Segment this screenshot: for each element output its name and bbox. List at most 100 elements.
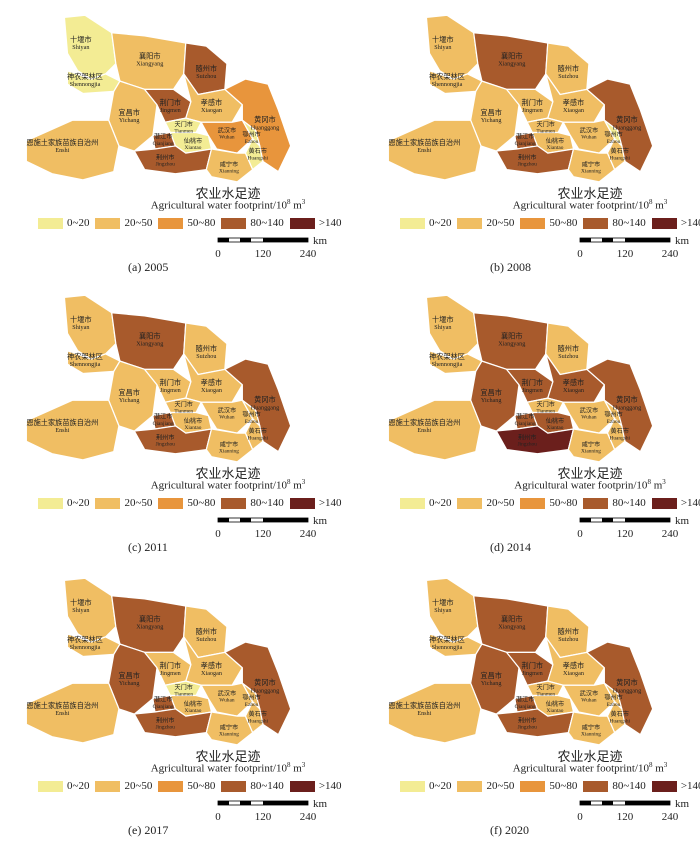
legend-swatch (95, 497, 121, 509)
region-label-cn: 随州市 (558, 64, 580, 73)
region-label-en: Wuhan (219, 135, 235, 141)
region-label-cn: 荆州市 (156, 716, 174, 724)
title-exponent: 8 (647, 478, 651, 486)
region-label-cn: 黄石市 (611, 147, 629, 155)
region-label-cn: 天门市 (174, 400, 192, 408)
region-label-cn: 襄阳市 (139, 614, 161, 623)
title-unit-exponent: 3 (301, 198, 306, 206)
region-label-en: Xiaogan (563, 388, 584, 394)
region-huanggang (224, 78, 292, 173)
legend-item: 20~50 (95, 780, 152, 792)
region-label-cn: 鄂州市 (604, 131, 622, 139)
region-label-en: Jingzhou (156, 161, 176, 167)
region-label-cn: 黄石市 (611, 427, 629, 435)
region-label-en: Suizhou (558, 637, 578, 643)
map-title-cn: 农业水足迹 (557, 749, 623, 764)
region-label-cn: 武汉市 (218, 127, 236, 135)
title-exponent: 8 (648, 198, 653, 206)
panel-caption: (c) 2011 (128, 540, 168, 554)
region-label-cn: 恩施土家族苗族自治州 (26, 418, 98, 427)
region-label-cn: 咸宁市 (220, 160, 238, 168)
legend-item: 80~140 (221, 780, 284, 792)
legend-label: 0~20 (429, 497, 452, 509)
scale-bar: km 0 120 240 (577, 798, 689, 823)
legend-item: 0~20 (38, 780, 89, 792)
region-label-cn: 襄阳市 (501, 51, 523, 60)
region-label-cn: 荆州市 (156, 153, 174, 161)
region-label-en: Xiaogan (201, 671, 222, 677)
legend-swatch (583, 497, 609, 509)
title-unit-exponent: 3 (301, 761, 306, 769)
title-text: Agricultural water footprint/10 (150, 479, 287, 492)
region-label-en: Jingzhou (518, 441, 538, 447)
legend-item: 0~20 (400, 497, 451, 509)
map-panel: 十堰市 Shiyan 襄阳市 Xiangyang 随州市 Suizhou 神农架林区 Shen… (8, 568, 348, 843)
panel-caption: (e) 2017 (128, 823, 169, 837)
region-label-cn: 荆门市 (522, 98, 544, 107)
map-title-en: Agricultural water footprint/108 m3 (108, 478, 348, 492)
scale-tick-label: 240 (300, 248, 317, 260)
legend-label: 0~20 (67, 497, 90, 509)
region-label-en: Wuhan (581, 135, 597, 141)
region-label-cn: 咸宁市 (582, 440, 600, 448)
region-label-cn: 武汉市 (580, 127, 598, 135)
region-label-cn: 荆门市 (160, 98, 182, 107)
title-unit-exponent: 3 (663, 761, 668, 769)
title-text: Agricultural water footprint/10 (150, 762, 287, 775)
region-label-en: Qianjiang (153, 141, 174, 147)
region-wuhan (562, 399, 616, 434)
region-label-cn: 咸宁市 (220, 440, 238, 448)
panel-caption: (d) 2014 (490, 540, 531, 554)
region-label-cn: 荆门市 (160, 378, 182, 387)
region-label-en: Yichang (481, 398, 502, 404)
region-label-cn: 天门市 (174, 683, 192, 691)
region-label-cn: 仙桃市 (184, 700, 202, 708)
region-label-cn: 潜江市 (154, 413, 172, 421)
legend-label: 20~50 (486, 497, 515, 509)
region-label-en: Jingmen (160, 671, 181, 677)
region-label-cn: 天门市 (536, 120, 554, 128)
region-label-cn: 神农架林区 (429, 635, 465, 644)
region-label-en: Qianjiang (515, 421, 536, 427)
legend-swatch (457, 217, 483, 229)
region-label-en: Yichang (119, 681, 140, 687)
region-label-en: Suizhou (196, 637, 216, 643)
region-label-en: Huanggang (251, 405, 279, 411)
region-tianmen (526, 117, 564, 134)
region-label-cn: 恩施土家族苗族自治州 (388, 418, 460, 427)
region-label-en: Wuhan (219, 415, 235, 421)
region-label-cn: 潜江市 (516, 133, 534, 141)
region-label-cn: 神农架林区 (67, 635, 103, 644)
region-tianmen (526, 680, 564, 697)
legend-swatch (457, 497, 483, 509)
region-label-en: Huangshi (610, 155, 631, 161)
region-label-en: Jingzhou (518, 724, 538, 730)
legend-item: >140 (289, 217, 342, 229)
region-label-cn: 随州市 (196, 64, 218, 73)
region-label-cn: 仙桃市 (546, 700, 564, 708)
region-label-cn: 黄冈市 (254, 395, 276, 404)
region-label-cn: 武汉市 (580, 407, 598, 415)
legend-item: 50~80 (520, 780, 577, 792)
region-label-cn: 黄石市 (249, 147, 267, 155)
legend-swatch (457, 780, 483, 792)
region-label-en: Shennongjia (432, 362, 463, 368)
region-label-cn: 黄冈市 (616, 395, 638, 404)
region-label-cn: 十堰市 (432, 598, 454, 607)
region-label-cn: 孝感市 (563, 98, 585, 107)
legend-item: 50~80 (520, 497, 577, 509)
region-label-en: Shennongjia (70, 362, 101, 368)
legend-swatch (38, 780, 63, 792)
region-label-cn: 仙桃市 (184, 417, 202, 425)
region-label-en: Wuhan (219, 698, 235, 704)
legend-item: 50~80 (158, 217, 215, 229)
region-label-cn: 天门市 (174, 120, 192, 128)
region-label-cn: 神农架林区 (67, 72, 103, 81)
region-label-cn: 恩施土家族苗族自治州 (26, 701, 98, 710)
region-label-en: Suizhou (558, 354, 578, 360)
region-label-cn: 黄冈市 (254, 678, 276, 687)
map-legend: 0~20 20~50 50~80 80~140 >140 (400, 217, 700, 229)
region-label-en: Jingzhou (156, 441, 176, 447)
legend-label: 0~20 (67, 217, 90, 229)
